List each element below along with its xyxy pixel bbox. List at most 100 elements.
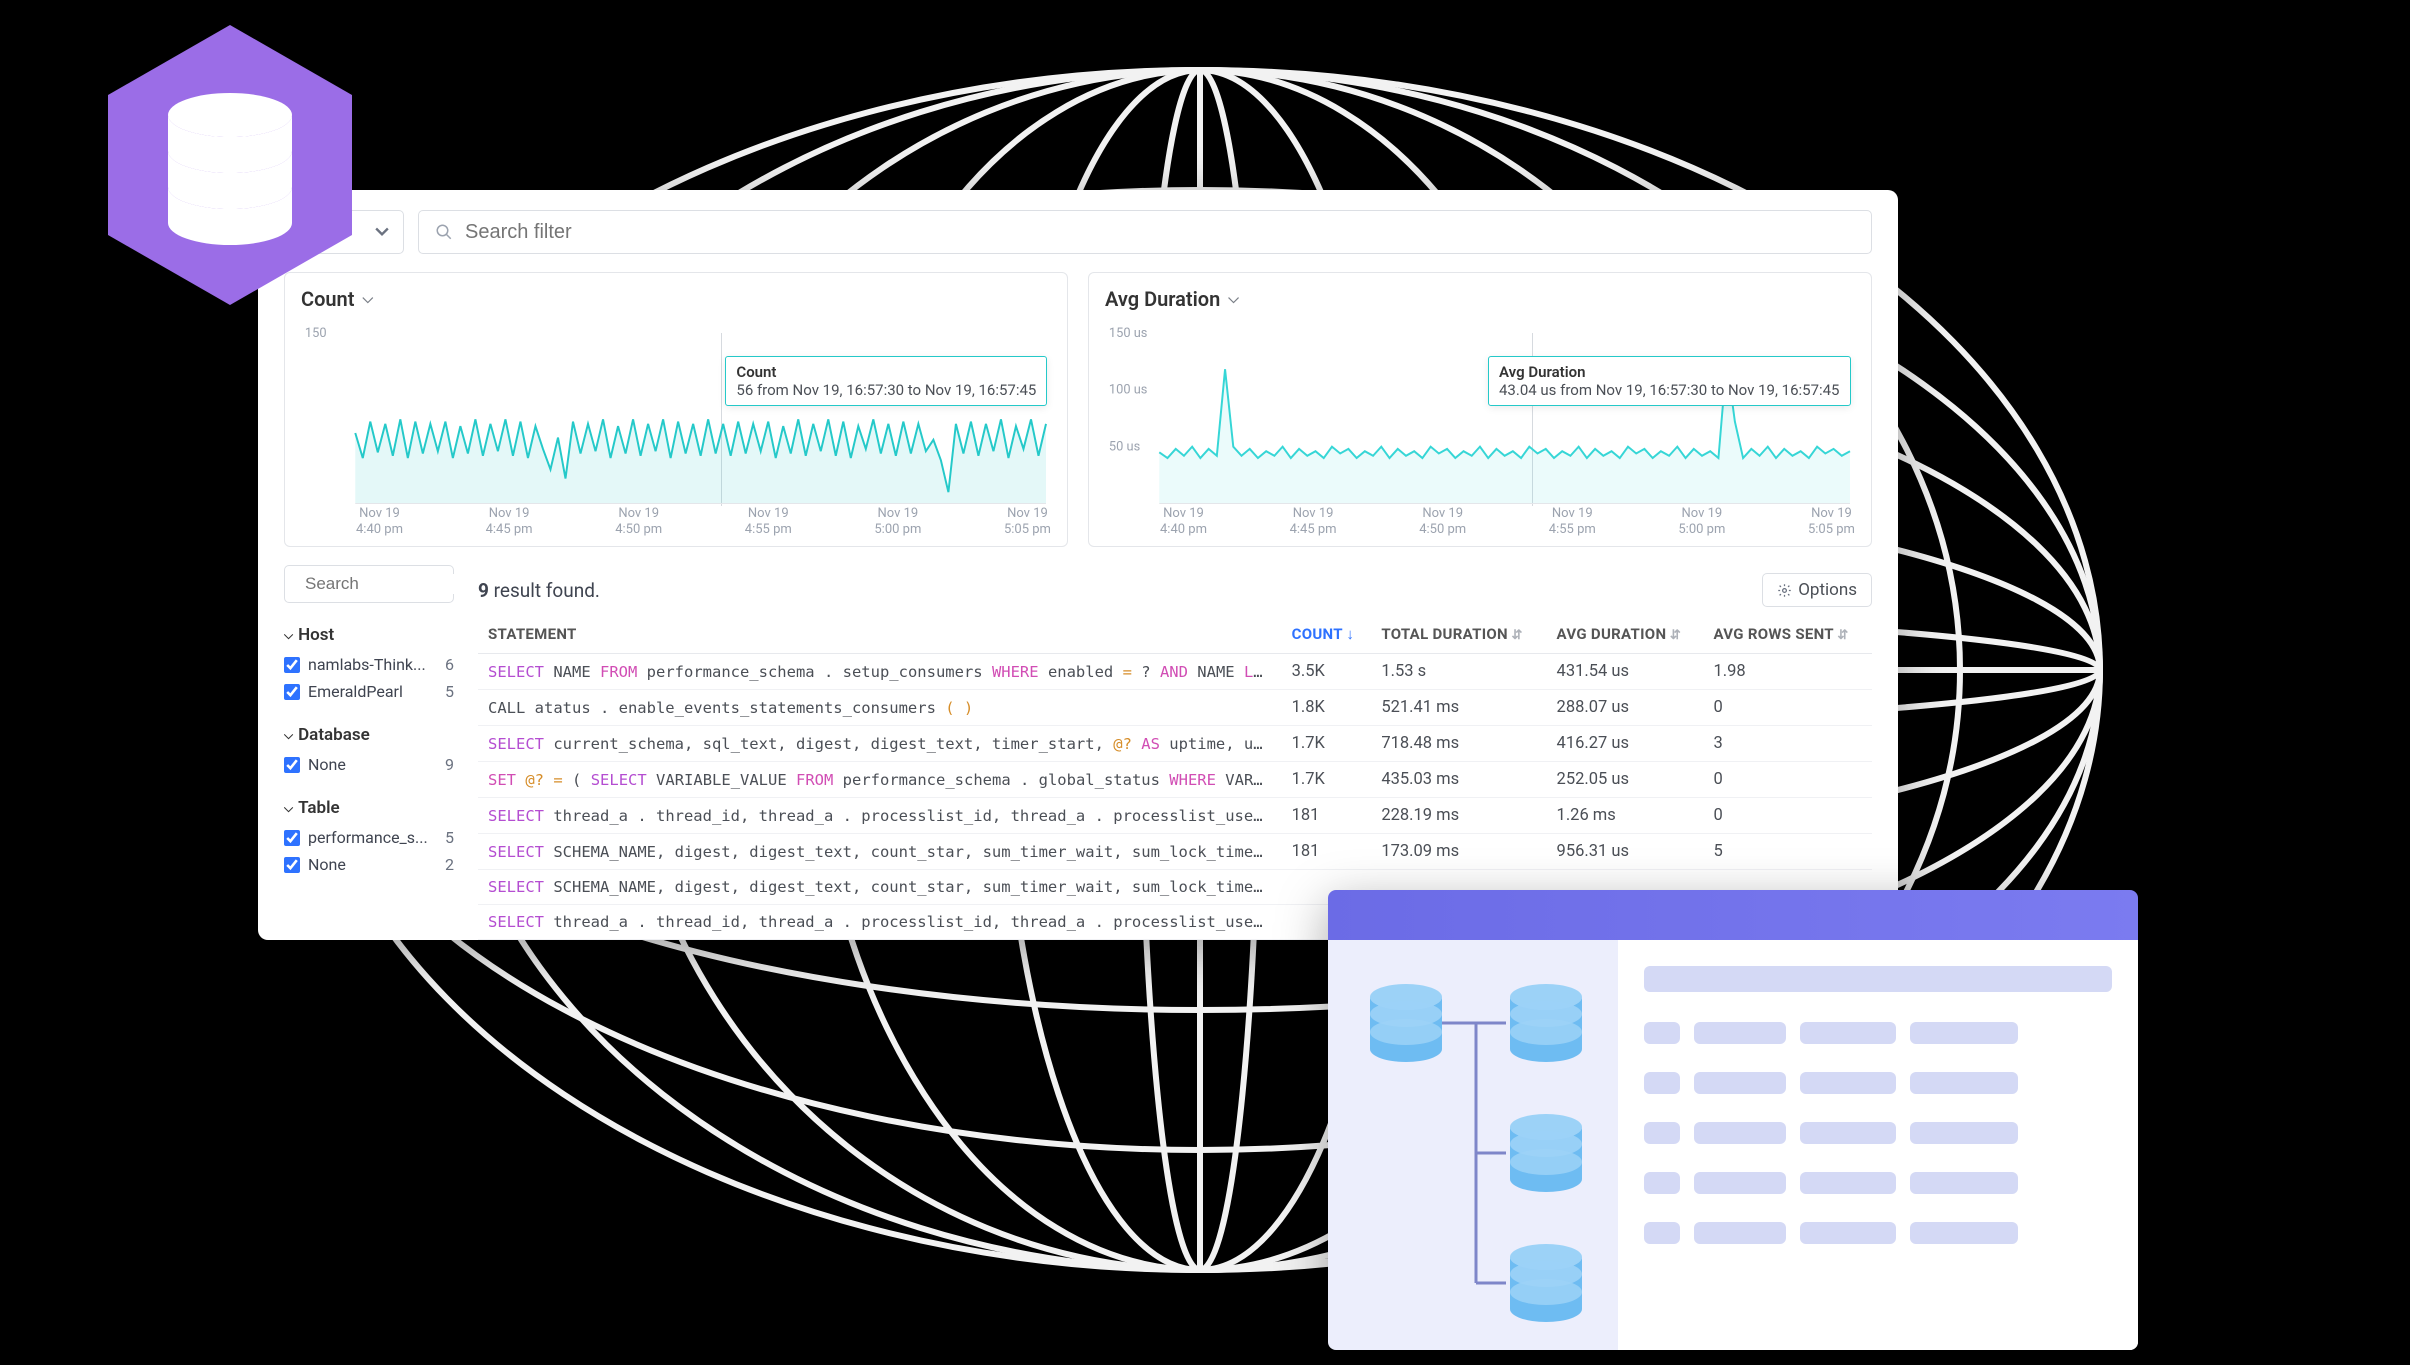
chart-count-tooltip: Count 56 from Nov 19, 16:57:30 to Nov 19… (725, 356, 1047, 406)
cell-avg: 252.05 us (1547, 762, 1704, 798)
cell-statement: SELECT SCHEMA_NAME, digest, digest_text,… (478, 870, 1282, 905)
facet-item[interactable]: EmeraldPearl 5 (284, 678, 454, 705)
facet-item[interactable]: namlabs-Think...6 (284, 651, 454, 678)
cell-rows: 1.98 (1703, 654, 1872, 690)
chart-avg-duration: Avg Duration ⌵ 150 us100 us50 us Avg Dur… (1088, 272, 1872, 547)
illustration-db-tree (1328, 940, 1618, 1350)
skeleton-bar (1644, 1022, 1680, 1044)
skeleton-bar (1910, 1122, 2018, 1144)
x-tick: Nov 195:00 pm (874, 506, 921, 536)
col-count[interactable]: COUNT (1282, 615, 1372, 654)
skeleton-bar (1644, 966, 2112, 992)
charts-row: Count ⌵ 150 Count 56 from Nov 19, 16:57:… (258, 272, 1898, 565)
search-filter-bar[interactable] (418, 210, 1872, 254)
cell-count: 181 (1282, 834, 1372, 870)
cell-total: 1.53 s (1371, 654, 1546, 690)
facet-sidebar: ⌵ Hostnamlabs-Think...6 EmeraldPearl 5 ⌵ Da… (258, 565, 468, 940)
cell-avg: 1.26 ms (1547, 798, 1704, 834)
col-total[interactable]: TOTAL DURATION (1371, 615, 1546, 654)
chart-count-body: 150 Count 56 from Nov 19, 16:57:30 to No… (301, 321, 1051, 536)
facet-label: EmeraldPearl (308, 682, 403, 701)
table-row[interactable]: SELECT current_schema, sql_text, digest,… (478, 726, 1872, 762)
chart-count-title[interactable]: Count ⌵ (301, 287, 1051, 311)
facet-item[interactable]: performance_s...5 (284, 824, 454, 851)
chart-duration-body: 150 us100 us50 us Avg Duration 43.04 us … (1105, 321, 1855, 536)
cell-rows: 0 (1703, 762, 1872, 798)
facet-header[interactable]: ⌵ Table (284, 792, 454, 824)
x-tick: Nov 195:00 pm (1678, 506, 1725, 536)
illustration-header (1328, 890, 2138, 940)
cell-statement: SELECT current_schema, sql_text, digest,… (478, 726, 1282, 762)
facet-item[interactable]: None 9 (284, 751, 454, 778)
toolbar (258, 190, 1898, 272)
skeleton-bar (1694, 1172, 1786, 1194)
x-tick: Nov 194:45 pm (486, 506, 533, 536)
cell-rows: 3 (1703, 726, 1872, 762)
svg-text:150 us: 150 us (1109, 326, 1147, 341)
facet-header[interactable]: ⌵ Database (284, 719, 454, 751)
cell-count: 1.8K (1282, 690, 1372, 726)
cell-count: 1.7K (1282, 726, 1372, 762)
tooltip-title: Avg Duration (1499, 363, 1840, 381)
skeleton-bar (1694, 1022, 1786, 1044)
facet-checkbox[interactable] (284, 657, 300, 673)
facet-checkbox[interactable] (284, 857, 300, 873)
cell-statement: SELECT thread_a . thread_id, thread_a . … (478, 798, 1282, 834)
x-tick: Nov 194:45 pm (1290, 506, 1337, 536)
facet-checkbox[interactable] (284, 757, 300, 773)
tooltip-text: 56 from Nov 19, 16:57:30 to Nov 19, 16:5… (736, 381, 1036, 399)
skeleton-bar (1644, 1122, 1680, 1144)
chart-duration-tooltip: Avg Duration 43.04 us from Nov 19, 16:57… (1488, 356, 1851, 406)
chart-duration-title[interactable]: Avg Duration ⌵ (1105, 287, 1855, 311)
illustration-body (1328, 940, 2138, 1350)
illustration-table-skeleton (1618, 940, 2138, 1350)
facet-label: None (308, 755, 346, 774)
chevron-down-icon (375, 227, 389, 237)
skeleton-row (1644, 1172, 2112, 1194)
skeleton-bar (1694, 1072, 1786, 1094)
facet-checkbox[interactable] (284, 684, 300, 700)
table-row[interactable]: SET @? = ( SELECT VARIABLE_VALUE FROM pe… (478, 762, 1872, 798)
col-statement[interactable]: STATEMENT (478, 615, 1282, 654)
tooltip-text: 43.04 us from Nov 19, 16:57:30 to Nov 19… (1499, 381, 1840, 399)
x-tick: Nov 194:40 pm (1160, 506, 1207, 536)
db-tree-svg (1346, 968, 1616, 1348)
table-row[interactable]: SELECT SCHEMA_NAME, digest, digest_text,… (478, 834, 1872, 870)
chevron-down-icon: ⌵ (362, 291, 373, 307)
facet-header[interactable]: ⌵ Host (284, 619, 454, 651)
table-row[interactable]: CALL atatus . enable_events_statements_c… (478, 690, 1872, 726)
facet-group-database: ⌵ Database None 9 (284, 719, 454, 778)
x-tick: Nov 194:40 pm (356, 506, 403, 536)
skeleton-row (1644, 1072, 2112, 1094)
options-button[interactable]: Options (1762, 573, 1872, 607)
skeleton-bar (1694, 1222, 1786, 1244)
cell-avg: 416.27 us (1547, 726, 1704, 762)
cell-statement: SET @? = ( SELECT VARIABLE_VALUE FROM pe… (478, 762, 1282, 798)
skeleton-bar (1644, 1172, 1680, 1194)
table-row[interactable]: SELECT NAME FROM performance_schema . se… (478, 654, 1872, 690)
table-header-row: STATEMENTCOUNTTOTAL DURATIONAVG DURATION… (478, 615, 1872, 654)
cell-count: 181 (1282, 798, 1372, 834)
col-avg[interactable]: AVG DURATION (1547, 615, 1704, 654)
cell-statement: SELECT thread_a . thread_id, thread_a . … (478, 905, 1282, 940)
facet-label: namlabs-Think... (308, 655, 426, 674)
svg-text:50 us: 50 us (1109, 440, 1140, 455)
chart-count: Count ⌵ 150 Count 56 from Nov 19, 16:57:… (284, 272, 1068, 547)
lower-section: ⌵ Hostnamlabs-Think...6 EmeraldPearl 5 ⌵ Da… (258, 565, 1898, 940)
col-rows[interactable]: AVG ROWS SENT (1703, 615, 1872, 654)
results-header: 9 result found. Options (478, 565, 1872, 615)
search-filter-input[interactable] (465, 221, 1855, 244)
facet-search[interactable] (284, 565, 454, 603)
x-tick: Nov 194:55 pm (1549, 506, 1596, 536)
svg-text:150: 150 (305, 326, 327, 341)
results-main: 9 result found. Options STATEMENTCOUNTTO… (468, 565, 1898, 940)
tooltip-title: Count (736, 363, 1036, 381)
cell-avg: 431.54 us (1547, 654, 1704, 690)
cell-statement: SELECT NAME FROM performance_schema . se… (478, 654, 1282, 690)
facet-item[interactable]: None2 (284, 851, 454, 878)
skeleton-bar (1800, 1122, 1896, 1144)
table-row[interactable]: SELECT thread_a . thread_id, thread_a . … (478, 798, 1872, 834)
facet-count: 5 (445, 682, 454, 701)
facet-count: 9 (445, 755, 454, 774)
facet-checkbox[interactable] (284, 830, 300, 846)
